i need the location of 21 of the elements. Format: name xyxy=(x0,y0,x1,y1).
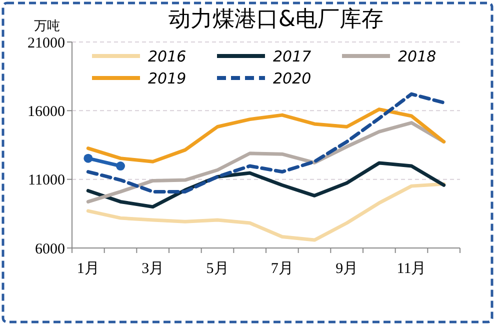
x-tick-label: 3月 xyxy=(142,261,164,277)
legend-label: 2020 xyxy=(273,69,312,88)
y-axis-title: 万吨 xyxy=(34,19,60,34)
legend-label: 2019 xyxy=(148,69,186,88)
y-tick-label: 16000 xyxy=(28,104,65,120)
legend-label: 2018 xyxy=(398,47,436,66)
line-series xyxy=(86,121,446,204)
x-tick-label: 11月 xyxy=(396,261,426,277)
legend-label: 2016 xyxy=(148,47,186,66)
line-series xyxy=(86,182,446,242)
y-tick-label: 6000 xyxy=(35,241,65,258)
x-tick-label: 9月 xyxy=(336,261,358,277)
line-series xyxy=(86,92,446,194)
line-series xyxy=(86,108,446,164)
legend-label: 2017 xyxy=(273,47,312,66)
y-tick-label: 11000 xyxy=(28,172,65,189)
x-tick-label: 5月 xyxy=(206,261,229,277)
y-tick-label: 21000 xyxy=(28,35,65,52)
x-tick-label: 1月 xyxy=(76,261,100,277)
x-tick-label: 7月 xyxy=(270,261,294,277)
chart-title: 动力煤港口&电厂库存 xyxy=(168,7,384,32)
